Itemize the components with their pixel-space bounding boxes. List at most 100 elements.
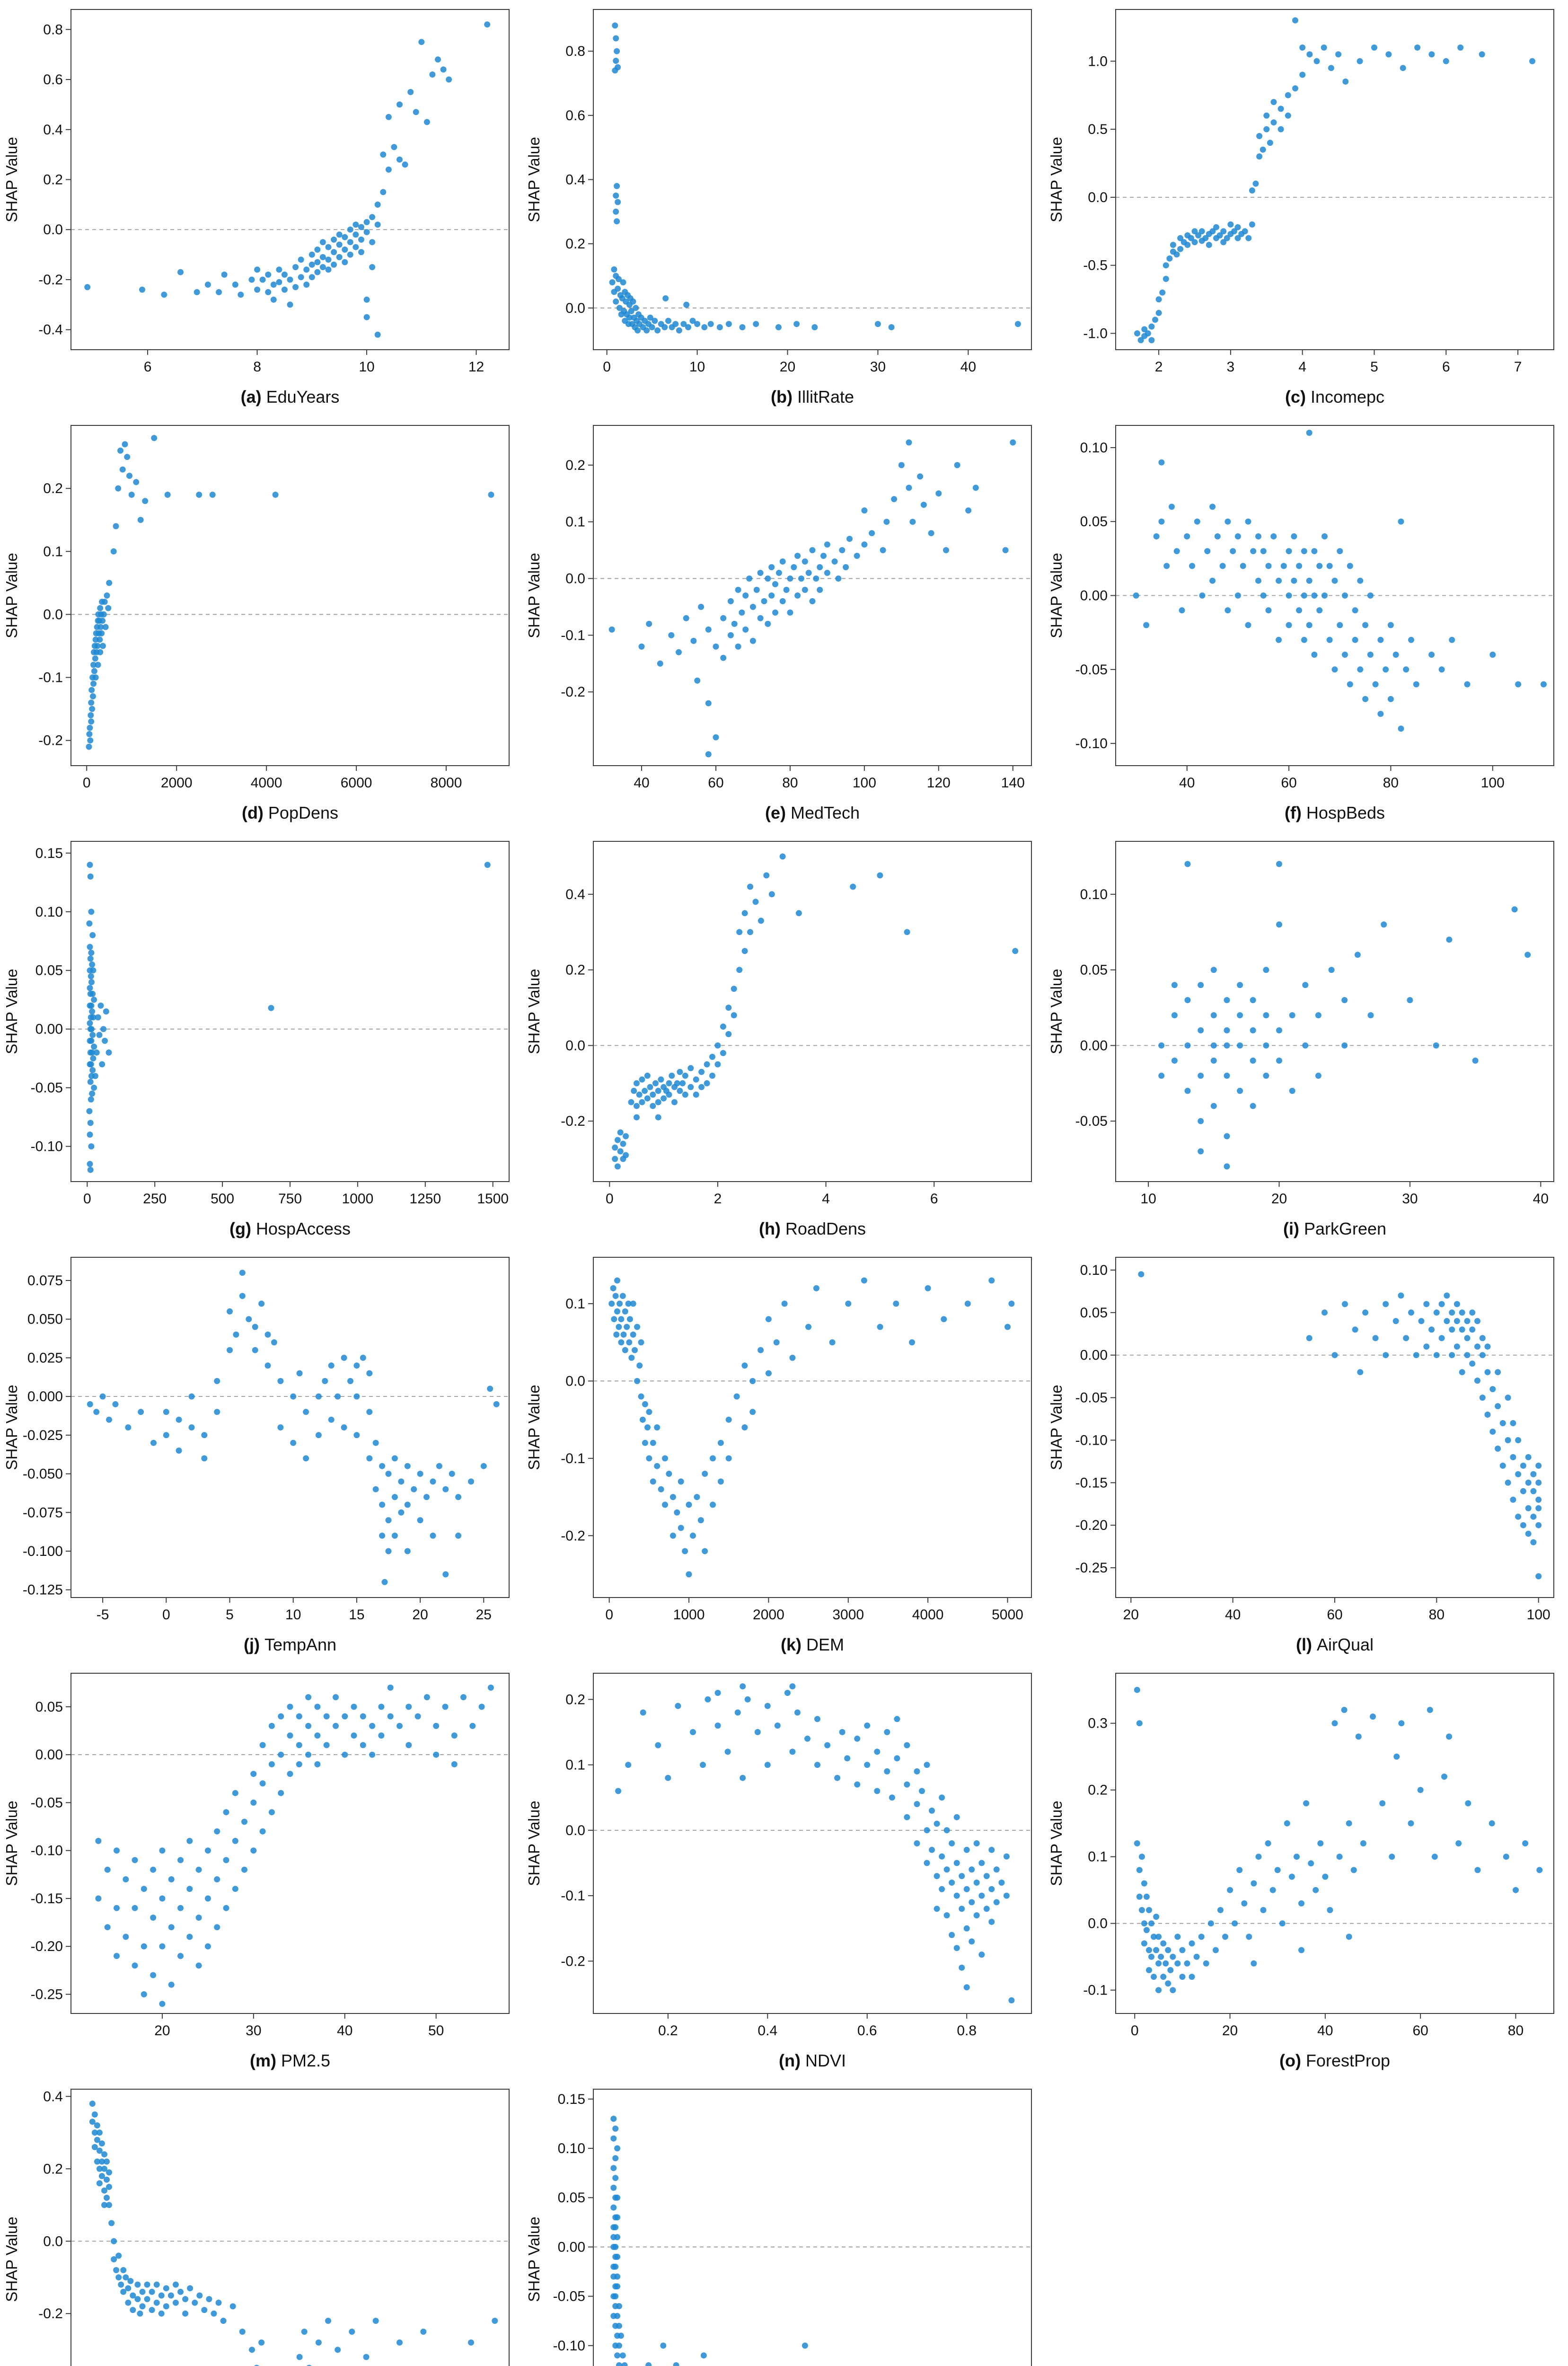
data-point (87, 1002, 93, 1009)
data-point (177, 1905, 184, 1911)
data-point (963, 1984, 970, 1991)
data-point (784, 1690, 791, 1696)
data-point (714, 1061, 721, 1068)
data-point (1010, 439, 1016, 446)
data-point (1155, 309, 1162, 316)
data-point (1179, 607, 1185, 614)
data-point (276, 279, 282, 285)
data-point (1151, 1933, 1157, 1940)
data-point (1134, 330, 1140, 336)
data-point (195, 1962, 202, 1969)
data-point (1315, 1012, 1321, 1018)
data-point (661, 324, 668, 330)
y-tick-label: 0.0 (565, 300, 585, 316)
data-point (698, 1084, 705, 1090)
data-point (1489, 1820, 1495, 1827)
data-point (209, 492, 216, 498)
data-point (1510, 1454, 1516, 1460)
data-point (1298, 1900, 1304, 1907)
data-point (232, 1790, 238, 1796)
data-point (1389, 1854, 1395, 1860)
data-point (360, 1742, 366, 1748)
data-point (1306, 577, 1313, 584)
x-tick-label: 250 (143, 1191, 167, 1207)
data-point (673, 2362, 679, 2366)
data-point (662, 1501, 668, 1508)
data-point (614, 2283, 621, 2290)
data-point (87, 1401, 93, 1407)
plot-border (593, 2089, 1032, 2366)
y-tick-label: 0.0 (43, 222, 63, 238)
data-point (633, 305, 639, 311)
data-point (736, 967, 743, 973)
data-point (1276, 1027, 1282, 1033)
scatter-plot-g: 0 250 500 750 1000 1250 15000.150.100.050.00-0… (3, 841, 510, 1238)
data-point (631, 1087, 637, 1094)
data-point (683, 615, 689, 621)
data-point (1237, 1012, 1243, 1018)
subplot-caption: (n) NDVI (779, 2051, 846, 2070)
data-point (366, 1370, 373, 1377)
data-point (1455, 1840, 1462, 1846)
data-point (1484, 1343, 1491, 1350)
data-point (1362, 622, 1369, 628)
y-tick-label: -0.050 (23, 1466, 63, 1482)
data-point (1291, 533, 1297, 539)
data-point (153, 2299, 160, 2306)
data-point (1241, 1900, 1248, 1907)
y-axis-label: SHAP Value (525, 1801, 543, 1886)
y-tick-label: -0.05 (31, 1080, 63, 1096)
x-tick-label: 4 (1298, 359, 1306, 375)
data-point (468, 2339, 474, 2346)
data-point (893, 1300, 899, 1307)
data-point (87, 1131, 93, 1138)
data-point (647, 1084, 653, 1090)
data-point (106, 580, 113, 586)
data-point (1255, 533, 1261, 539)
data-point (854, 1735, 861, 1742)
data-point (1158, 518, 1165, 525)
y-tick-label: 0.4 (565, 172, 585, 188)
data-point (90, 1014, 97, 1021)
data-point (301, 2329, 308, 2335)
data-point (811, 324, 818, 330)
y-tick-label: -0.20 (31, 1939, 63, 1954)
data-point (250, 1847, 257, 1854)
y-axis-label: SHAP Value (3, 969, 20, 1054)
data-point (1520, 1488, 1526, 1494)
data-point (391, 1494, 398, 1501)
data-point (929, 1846, 935, 1853)
data-point (614, 218, 620, 225)
data-point (398, 1509, 405, 1516)
data-point (1524, 952, 1531, 958)
data-point (1453, 1318, 1460, 1324)
plot-border (1115, 1673, 1554, 2014)
data-point (1311, 548, 1318, 555)
data-point (1170, 1987, 1176, 1994)
x-tick-label: 0.4 (758, 2023, 777, 2039)
data-point (666, 1091, 672, 1098)
data-point (241, 1866, 247, 1873)
subplot-j-tempann: -5 0 5 10 15 20 25 0.075 0.050 0.025 0.000 -0.025 -0… (0, 1248, 522, 1664)
data-point (150, 1866, 157, 1873)
data-point (325, 266, 332, 273)
data-point (1265, 563, 1272, 569)
plot-border (70, 841, 510, 1182)
data-point (943, 1827, 950, 1834)
data-point (612, 2293, 619, 2300)
data-point (1224, 518, 1231, 525)
data-point (352, 231, 359, 238)
data-point (612, 1293, 619, 1299)
y-tick-label: -0.10 (1075, 1432, 1108, 1448)
data-point (372, 1486, 379, 1492)
data-point (843, 564, 849, 571)
data-point (1224, 1042, 1230, 1049)
data-point (1367, 1012, 1374, 1018)
y-tick-label: 0.8 (43, 22, 63, 37)
data-point (1260, 1907, 1267, 1913)
data-point (610, 1285, 617, 1291)
data-point (372, 1439, 379, 1446)
data-point (114, 1847, 120, 1854)
